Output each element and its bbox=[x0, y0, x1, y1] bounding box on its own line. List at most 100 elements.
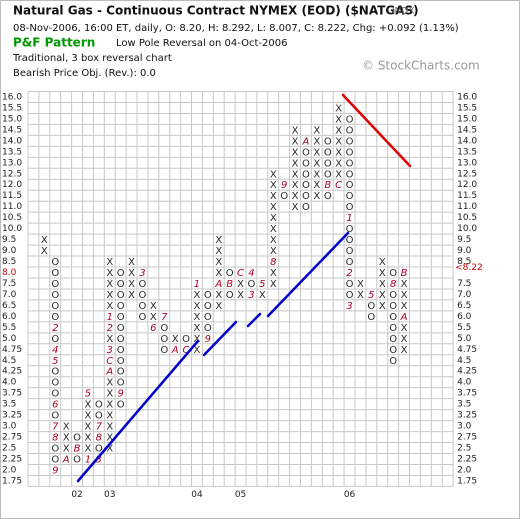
box-mark: O bbox=[117, 268, 125, 279]
box-mark: X bbox=[128, 279, 135, 290]
y-tick-label-right: 9.0 bbox=[457, 246, 472, 256]
box-mark: X bbox=[172, 334, 179, 345]
y-tick-label: 9.5 bbox=[2, 235, 16, 245]
month-mark: B bbox=[226, 279, 233, 290]
pattern-label: P&F Pattern bbox=[13, 36, 95, 50]
box-mark: O bbox=[51, 279, 59, 290]
box-mark: O bbox=[73, 433, 81, 444]
y-tick-label: 5.5 bbox=[2, 323, 16, 333]
box-mark: O bbox=[73, 454, 81, 465]
box-mark: O bbox=[160, 345, 168, 356]
month-mark: 5 bbox=[85, 389, 91, 400]
box-mark: O bbox=[51, 367, 59, 378]
box-mark: O bbox=[302, 180, 310, 191]
month-mark: 4 bbox=[52, 345, 58, 356]
box-mark: O bbox=[182, 334, 190, 345]
box-mark: X bbox=[292, 147, 299, 158]
box-mark: X bbox=[292, 125, 299, 136]
y-tick-label: 9.0 bbox=[2, 246, 17, 256]
box-mark: O bbox=[95, 400, 103, 411]
box-mark: X bbox=[106, 444, 113, 455]
box-mark: X bbox=[335, 169, 342, 180]
box-mark: X bbox=[259, 290, 266, 301]
month-mark: 9 bbox=[281, 180, 287, 191]
box-mark: O bbox=[51, 290, 59, 301]
box-mark: O bbox=[95, 411, 103, 422]
box-mark: X bbox=[270, 191, 277, 202]
box-mark: O bbox=[117, 367, 125, 378]
y-tick-label-right: 15.5 bbox=[457, 103, 477, 113]
y-tick-label-right: 4.0 bbox=[457, 378, 472, 388]
box-mark: X bbox=[270, 279, 277, 290]
box-mark: O bbox=[117, 323, 125, 334]
y-tick-label-right: 4.5 bbox=[457, 356, 471, 366]
box-mark: O bbox=[346, 191, 354, 202]
box-mark: O bbox=[346, 235, 354, 246]
y-tick-label-right: 6.0 bbox=[457, 312, 472, 322]
box-mark: X bbox=[335, 103, 342, 114]
box-mark: O bbox=[204, 312, 212, 323]
box-mark: X bbox=[270, 169, 277, 180]
box-mark: X bbox=[379, 257, 386, 268]
box-mark: X bbox=[313, 169, 320, 180]
box-mark: O bbox=[389, 334, 397, 345]
month-mark: 3 bbox=[96, 454, 102, 465]
y-tick-label-right: 1.75 bbox=[457, 476, 477, 486]
box-mark: X bbox=[292, 158, 299, 169]
box-mark: X bbox=[401, 345, 408, 356]
month-mark: A bbox=[214, 279, 222, 290]
y-tick-label: 12.0 bbox=[2, 180, 22, 190]
box-mark: X bbox=[313, 191, 320, 202]
box-mark: X bbox=[335, 158, 342, 169]
y-tick-label: 1.75 bbox=[2, 476, 22, 486]
y-tick-label-right: 6.5 bbox=[457, 301, 471, 311]
box-mark: O bbox=[51, 334, 59, 345]
box-mark: X bbox=[401, 279, 408, 290]
box-column: OBO bbox=[73, 433, 81, 466]
box-mark: X bbox=[357, 290, 364, 301]
box-mark: O bbox=[139, 279, 147, 290]
y-tick-label: 6.5 bbox=[2, 301, 16, 311]
y-tick-label: 4.5 bbox=[2, 356, 16, 366]
box-mark: X bbox=[106, 301, 113, 312]
box-mark: X bbox=[379, 301, 386, 312]
y-tick-label: 12.5 bbox=[2, 169, 22, 179]
box-mark: O bbox=[204, 290, 212, 301]
box-mark: O bbox=[139, 301, 147, 312]
support-line bbox=[266, 231, 350, 318]
exchange: INDX bbox=[392, 7, 414, 17]
box-mark: O bbox=[346, 246, 354, 257]
box-mark: O bbox=[117, 334, 125, 345]
month-mark: 7 bbox=[161, 312, 168, 323]
box-mark: X bbox=[41, 246, 48, 257]
box-mark: X bbox=[215, 235, 222, 246]
y-tick-label-right: 7.5 bbox=[457, 279, 471, 289]
y-tick-label: 4.25 bbox=[2, 367, 22, 377]
y-tick-label-right: 4.25 bbox=[457, 367, 477, 377]
box-mark: X bbox=[292, 180, 299, 191]
month-mark: 9 bbox=[52, 465, 58, 476]
box-mark: X bbox=[335, 147, 342, 158]
month-mark: 9 bbox=[205, 334, 211, 345]
box-mark: X bbox=[292, 169, 299, 180]
month-mark: B bbox=[74, 444, 81, 455]
y-tick-label: 8.5 bbox=[2, 257, 16, 267]
month-mark: C bbox=[106, 356, 113, 367]
box-mark: X bbox=[401, 290, 408, 301]
box-mark: O bbox=[302, 202, 310, 213]
box-mark: X bbox=[150, 312, 157, 323]
box-column: CXX bbox=[237, 268, 244, 301]
y-tick-label: 14.0 bbox=[2, 136, 22, 146]
box-column: XA bbox=[171, 334, 179, 356]
box-mark: O bbox=[51, 454, 59, 465]
box-mark: X bbox=[128, 290, 135, 301]
box-mark: X bbox=[215, 301, 222, 312]
box-mark: X bbox=[106, 290, 113, 301]
month-mark: A bbox=[171, 345, 179, 356]
